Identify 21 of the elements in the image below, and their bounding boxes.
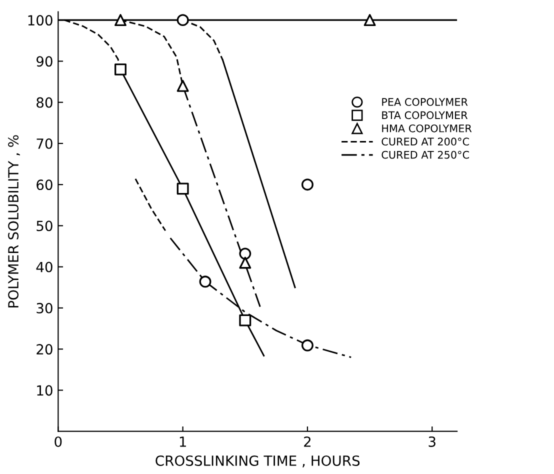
- y-tick-label: 60: [36, 180, 52, 190]
- legend-label: HMA COPOLYMER: [382, 124, 472, 132]
- x-tick-label: 2: [304, 436, 310, 447]
- legend-label: BTA COPOLYMER: [382, 111, 468, 120]
- legend-label: PEA COPOLYMER: [382, 98, 468, 106]
- x-tick-label: 1: [180, 436, 186, 447]
- y-axis-title: POLYMER SOLUBILITY , %: [8, 135, 20, 308]
- y-tick-label: 50: [36, 220, 52, 232]
- y-tick-label: 100: [28, 15, 52, 26]
- legend-label: CURED AT 200°C: [382, 138, 469, 146]
- y-tick-label: 70: [36, 138, 52, 149]
- y-tick-label: 20: [36, 344, 52, 355]
- y-tick-label: 80: [36, 97, 52, 108]
- y-tick-label: 30: [36, 302, 52, 314]
- legend-label: CURED AT 250°C: [382, 150, 469, 159]
- x-axis-title: CROSSLINKING TIME , HOURS: [156, 455, 360, 468]
- y-tick-label: 40: [36, 262, 52, 272]
- x-tick-label: 3: [428, 436, 436, 447]
- y-tick-label: 90: [36, 56, 52, 67]
- x-tick-label: 0: [54, 436, 62, 447]
- y-tick-label: 10: [37, 385, 52, 396]
